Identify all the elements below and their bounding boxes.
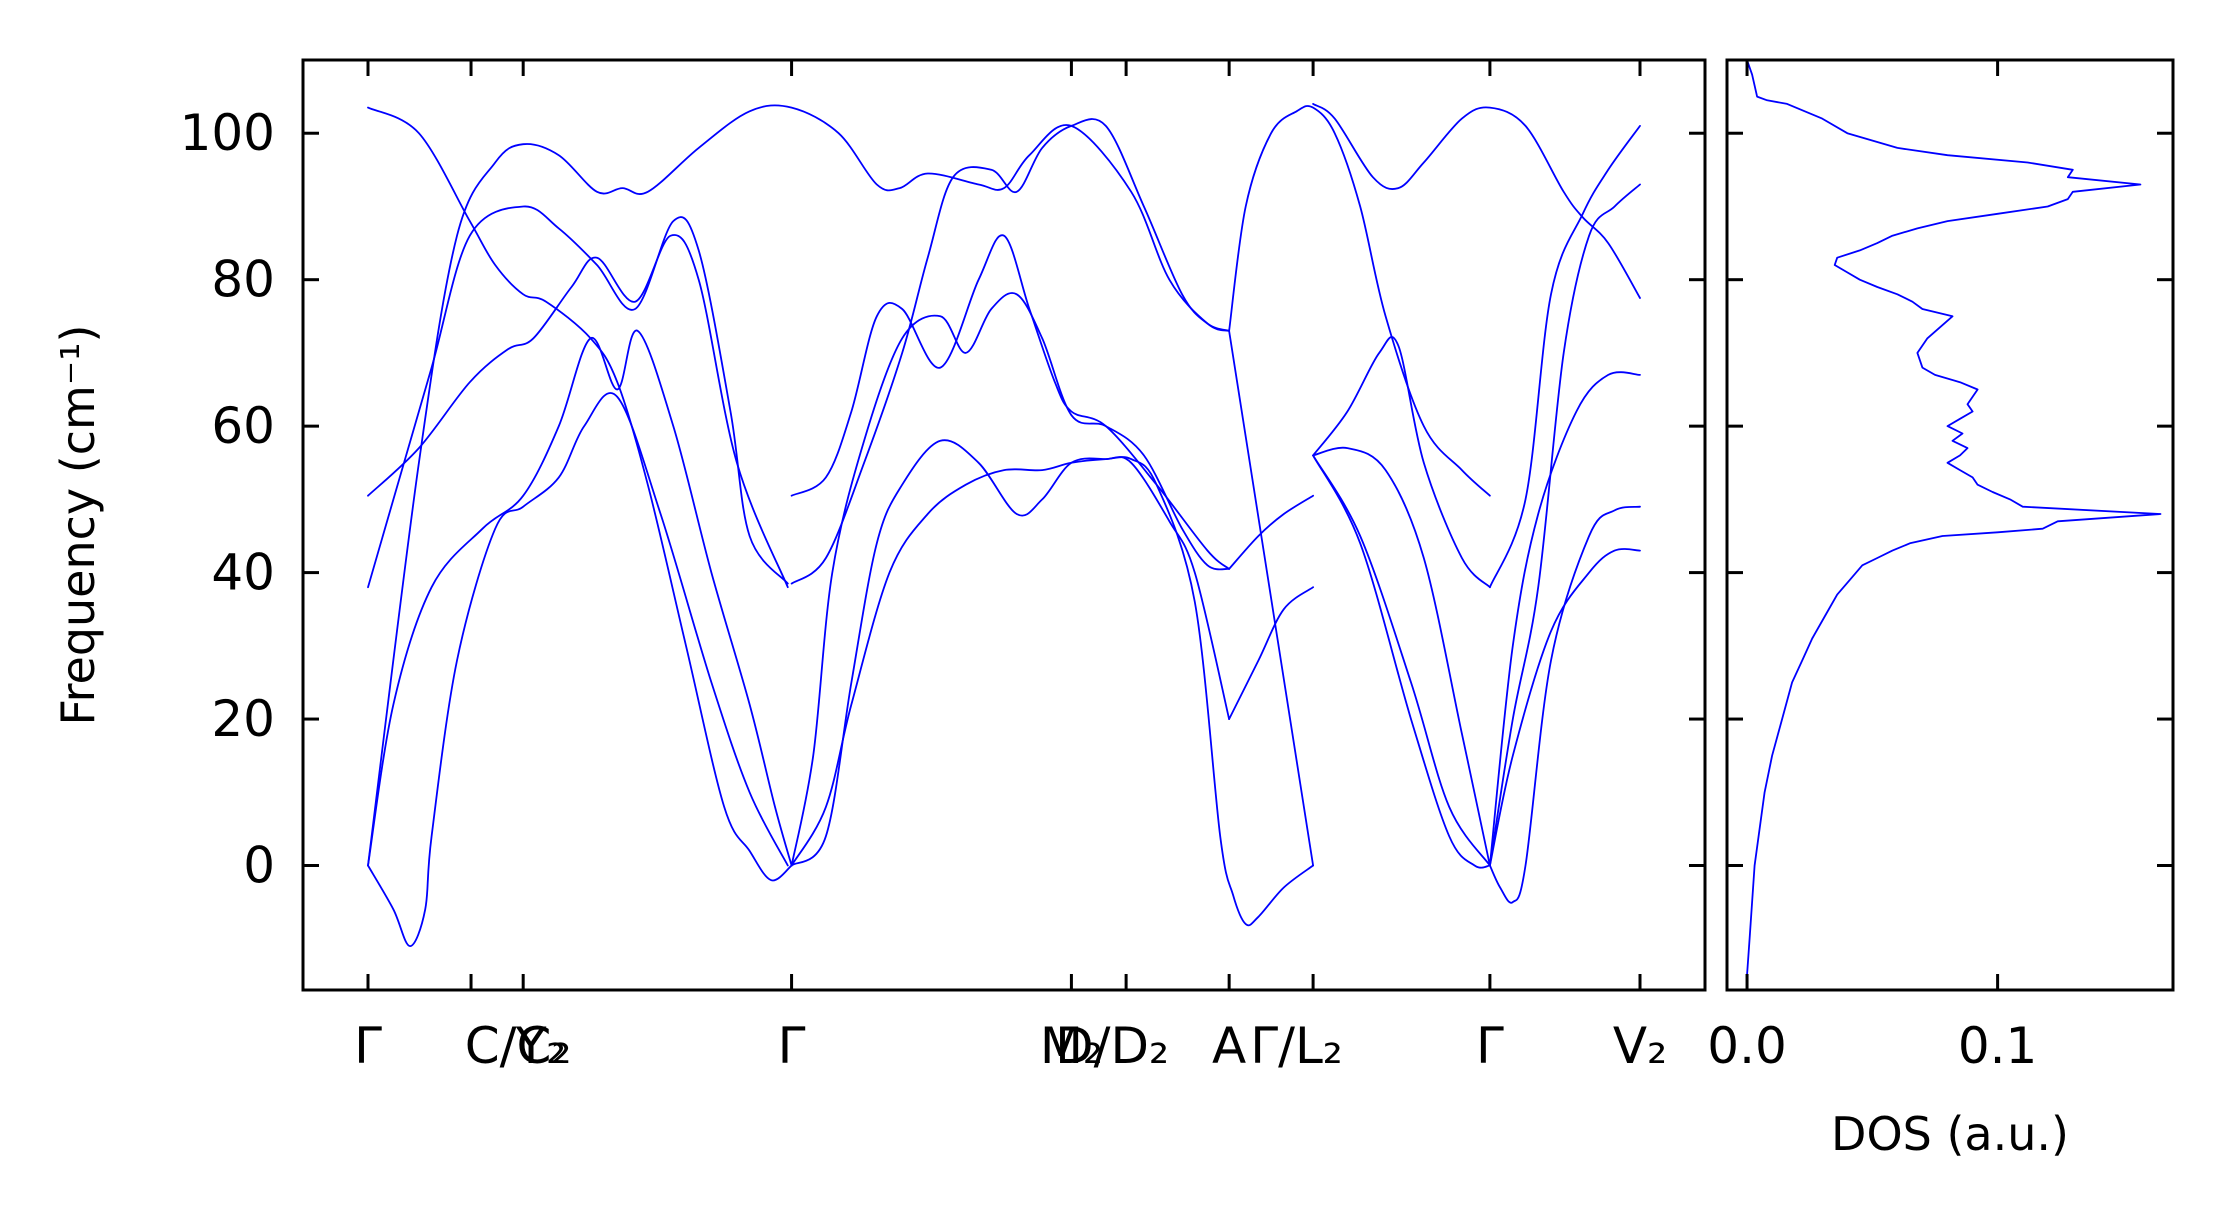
band-line-21 [1489, 548, 1641, 867]
band-line-14 [1228, 105, 1491, 497]
band-line-3 [367, 329, 793, 867]
band-line-7 [790, 118, 1230, 585]
band-line-15 [1312, 103, 1641, 299]
band-line-9 [790, 439, 1230, 867]
band-line-18 [1312, 454, 1491, 867]
band-y-tick-label-4: 80 [211, 251, 275, 309]
dos-panel: 0.0 0.1 DOS (a.u.) [1707, 58, 2175, 1161]
dos-y-ticks [1727, 131, 2173, 868]
band-x-tick-label-4: M₂ [1040, 1017, 1103, 1075]
band-line-24 [1489, 125, 1641, 589]
band-line-11 [1228, 330, 1314, 867]
band-x-tick-label-3: Γ [778, 1017, 806, 1075]
band-lines [367, 103, 1641, 947]
band-y-tick-label-3: 60 [211, 397, 275, 455]
dos-x-axis-label: DOS (a.u.) [1831, 1107, 2069, 1161]
band-x-tick-label-6: A [1212, 1017, 1246, 1075]
band-line-20 [1489, 505, 1641, 904]
band-line-6 [790, 234, 1230, 570]
band-x-tick-label-9: V₂ [1613, 1017, 1667, 1075]
band-line-8 [790, 292, 1230, 867]
dos-x-tick-label-0: 0.0 [1707, 1017, 1787, 1075]
band-y-tick-label-1: 20 [211, 690, 275, 748]
band-line-0 [367, 106, 793, 882]
band-line-17 [1312, 446, 1491, 867]
dos-x-ticks: 0.0 0.1 [1707, 60, 2037, 1075]
band-plot-frame [301, 58, 1707, 992]
dos-plot-frame [1725, 58, 2175, 992]
band-x-tick-label-0: Γ [354, 1017, 382, 1075]
band-line-19 [1312, 454, 1491, 869]
band-x-tick-label-5: D/D₂ [1055, 1017, 1169, 1075]
band-y-tick-label-5: 100 [180, 104, 275, 162]
band-x-tick-label-1: C/C₂ [465, 1017, 572, 1075]
band-line-23 [1489, 371, 1641, 867]
band-y-tick-label-2: 40 [211, 544, 275, 602]
band-line-13 [1228, 586, 1314, 720]
band-line-1 [367, 234, 789, 589]
band-line-2 [367, 205, 789, 589]
band-line-10 [790, 456, 1314, 927]
band-y-ticks: 0 20 40 60 80 100 [180, 104, 1705, 895]
band-line-16 [1312, 336, 1491, 589]
band-line-5 [367, 104, 1230, 867]
band-line-22 [1489, 183, 1641, 867]
dos-lines [1746, 59, 2162, 977]
band-x-tick-label-8: Γ [1476, 1017, 1504, 1075]
band-x-tick-label-2: Y₂ [515, 1017, 567, 1075]
dos-line [1746, 59, 2162, 977]
band-y-axis-label: Frequency (cm⁻¹) [51, 325, 105, 726]
band-y-tick-label-0: 0 [243, 837, 275, 895]
band-line-12 [1228, 494, 1314, 570]
band-x-tick-label-7: Γ/L₂ [1250, 1017, 1343, 1075]
band-line-4 [367, 392, 789, 947]
dos-x-tick-label-1: 0.1 [1958, 1017, 2038, 1075]
